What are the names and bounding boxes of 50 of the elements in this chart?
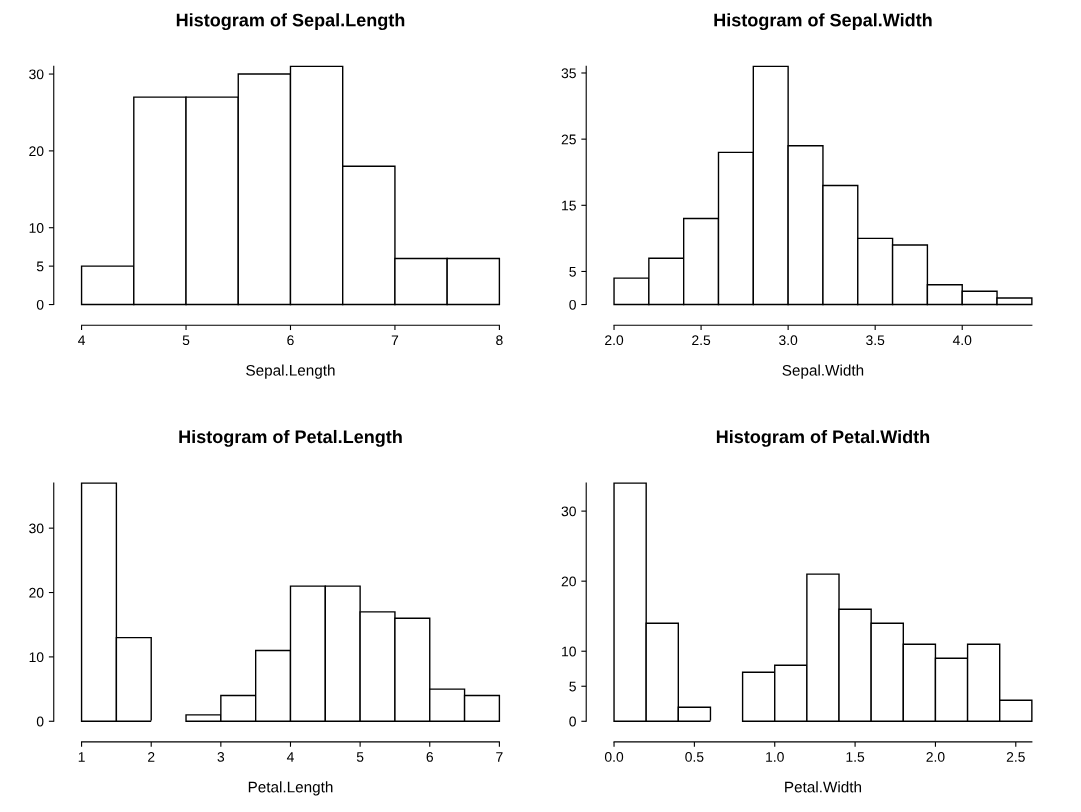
x-tick-label: 4 (286, 752, 294, 762)
y-tick-label: 25 (561, 134, 576, 145)
x-tick-label: 6 (426, 752, 434, 762)
x-tick-label: 3 (217, 752, 225, 762)
y-tick-label: 15 (562, 200, 576, 211)
x-axis-title: Petal.Length (248, 781, 333, 796)
y-tick-label: 35 (561, 68, 576, 79)
x-axis-title: Sepal.Length (246, 364, 335, 379)
y-tick-label: 30 (29, 69, 44, 80)
x-tick-label: 8 (496, 335, 503, 346)
x-tick-label: 4 (78, 335, 86, 345)
y-tick-label: 5 (36, 261, 44, 272)
x-tick-label: 3.0 (779, 335, 798, 346)
x-tick-label: 2.5 (692, 335, 711, 346)
y-tick-label: 20 (561, 576, 576, 587)
x-tick-label: 1 (78, 752, 85, 762)
x-tick-label: 6 (287, 335, 294, 346)
y-tick-label: 20 (29, 146, 44, 157)
chart-title: Histogram of Petal.Width (716, 429, 930, 447)
chart-title: Histogram of Sepal.Length (176, 13, 405, 31)
chart-title: Histogram of Petal.Length (179, 429, 402, 447)
y-tick-label: 0 (569, 716, 576, 727)
y-tick-label: 0 (569, 299, 576, 310)
y-tick-label: 0 (36, 299, 44, 310)
x-tick-label: 2 (148, 752, 155, 762)
y-tick-label: 5 (569, 266, 576, 277)
x-tick-label: 7 (496, 752, 503, 762)
x-tick-label: 0.5 (685, 752, 704, 762)
x-tick-label: 3.5 (866, 335, 885, 346)
x-tick-label: 1.5 (846, 752, 865, 762)
y-tick-label: 20 (29, 587, 44, 598)
x-tick-label: 0.0 (604, 752, 624, 762)
x-tick-label: 2.0 (605, 335, 624, 346)
x-tick-label: 7 (391, 335, 399, 345)
y-tick-label: 10 (29, 223, 44, 233)
y-tick-label: 10 (29, 652, 44, 663)
y-tick-label: 0 (36, 716, 44, 727)
chart-title: Histogram of Sepal.Width (714, 13, 932, 31)
x-tick-label: 1.0 (766, 752, 784, 762)
y-tick-label: 10 (562, 646, 576, 657)
x-tick-label: 5 (356, 752, 364, 762)
y-tick-label: 30 (29, 523, 44, 534)
x-axis-title: Sepal.Width (782, 364, 864, 379)
x-tick-label: 2.0 (926, 752, 945, 762)
x-tick-label: 4.0 (952, 335, 972, 346)
x-tick-label: 5 (182, 335, 190, 346)
x-tick-label: 2.5 (1006, 752, 1025, 762)
y-tick-label: 5 (569, 681, 576, 692)
y-tick-label: 30 (561, 506, 576, 517)
x-axis-title: Petal.Width (785, 781, 862, 793)
